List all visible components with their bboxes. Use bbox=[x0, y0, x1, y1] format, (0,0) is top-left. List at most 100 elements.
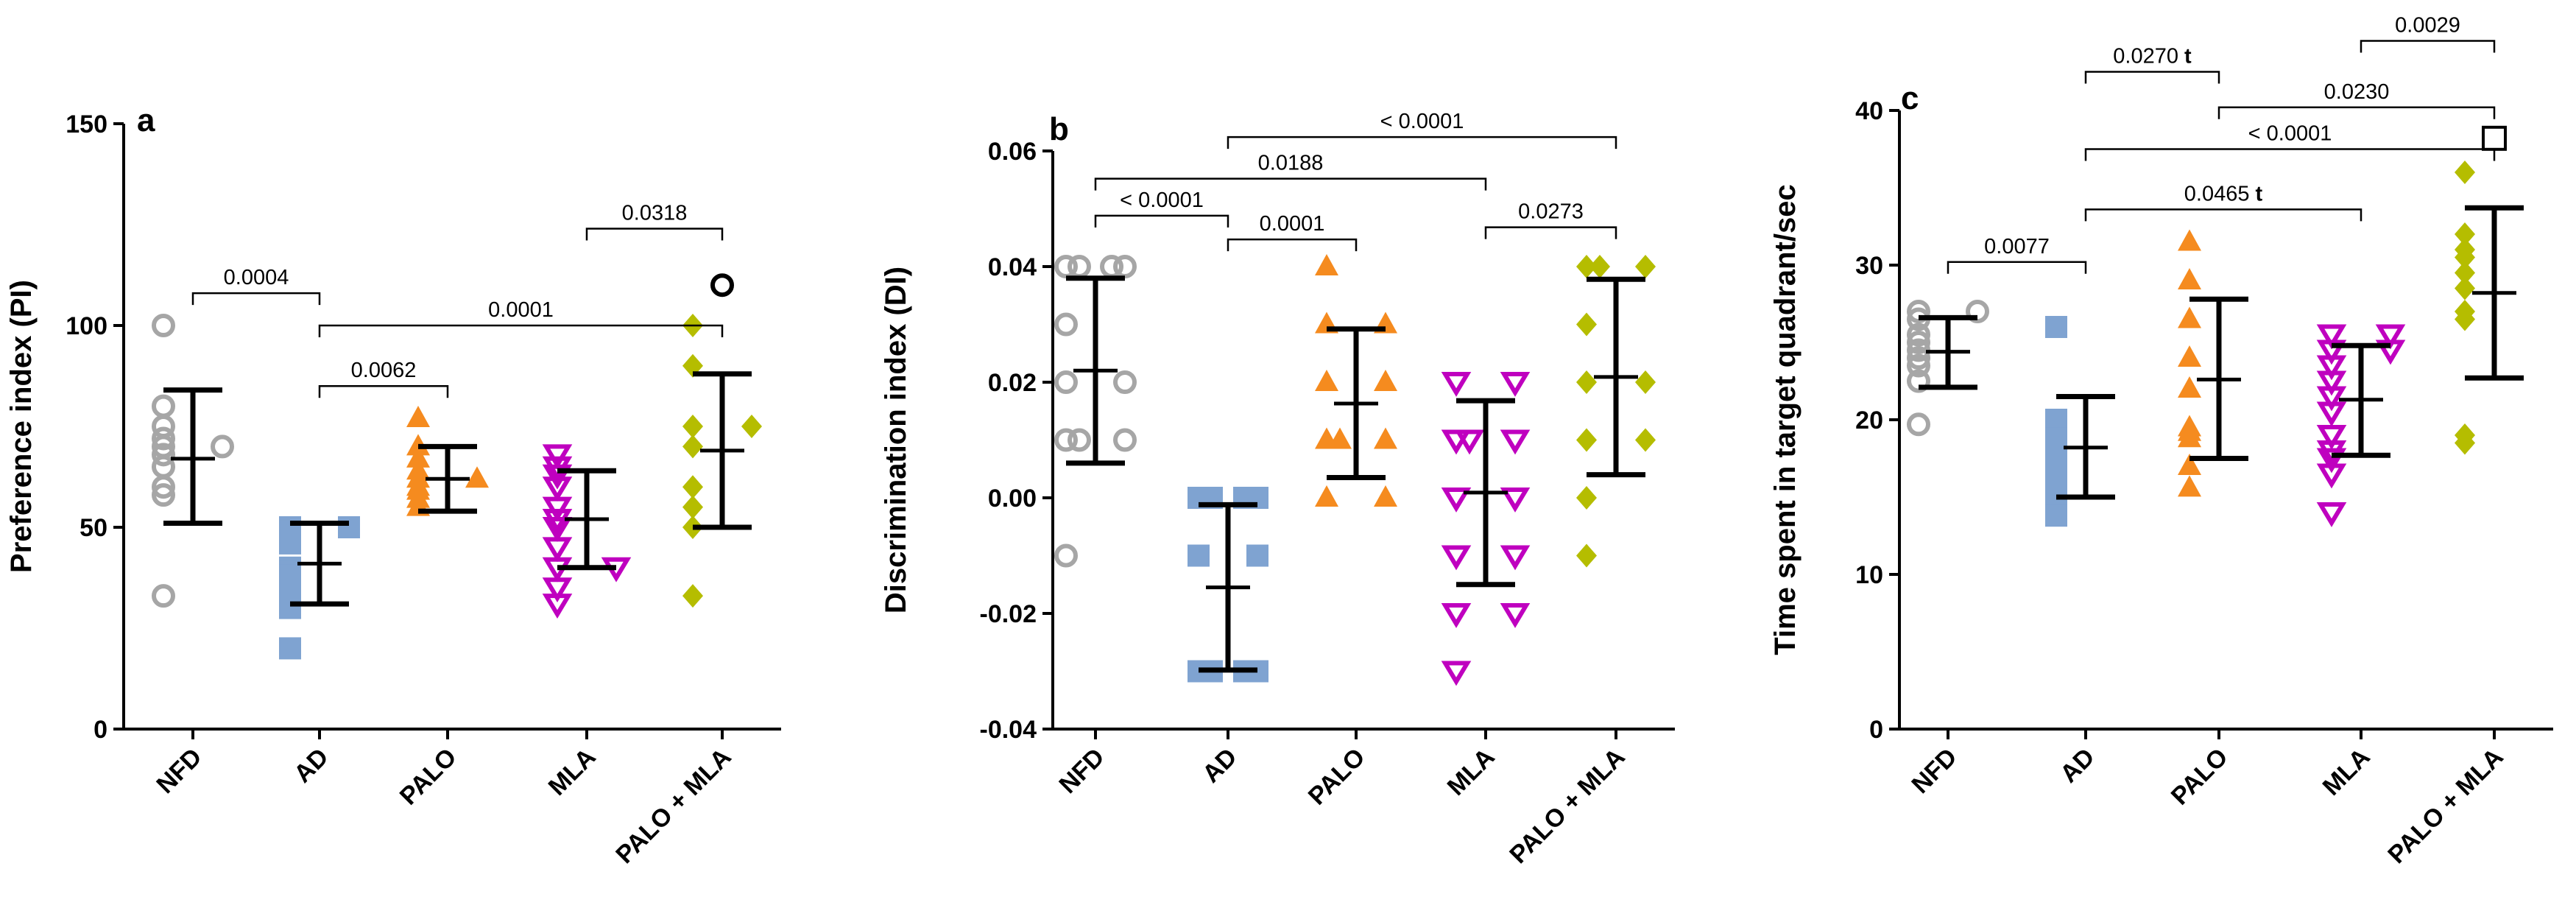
significance-bracket bbox=[1484, 226, 1617, 239]
x-category-label: NFD bbox=[151, 743, 207, 799]
significance-bracket bbox=[318, 324, 724, 337]
data-point bbox=[1315, 370, 1338, 391]
panel-letter: a bbox=[137, 102, 155, 138]
data-point bbox=[2178, 454, 2201, 475]
panel-letter: b bbox=[1049, 111, 1069, 147]
data-point bbox=[1374, 427, 1397, 449]
data-point bbox=[1907, 300, 1930, 323]
x-category-label: MLA bbox=[2318, 743, 2376, 801]
data-point bbox=[1100, 255, 1123, 278]
data-point bbox=[2375, 339, 2406, 365]
data-point bbox=[152, 394, 175, 418]
data-point bbox=[1374, 370, 1397, 391]
data-point bbox=[1441, 372, 1472, 397]
data-point bbox=[1441, 545, 1472, 571]
data-point bbox=[2178, 229, 2201, 251]
x-category-label: NFD bbox=[1054, 743, 1109, 799]
data-point bbox=[1635, 370, 1656, 394]
data-point bbox=[152, 584, 175, 608]
p-value-label: 0.0318 bbox=[622, 201, 688, 225]
data-point bbox=[1441, 603, 1472, 628]
data-point bbox=[1576, 486, 1597, 510]
data-point bbox=[542, 496, 573, 522]
data-point bbox=[2316, 425, 2347, 450]
y-tick-label: 0.00 bbox=[988, 485, 1037, 513]
data-point bbox=[1374, 485, 1397, 507]
data-point bbox=[682, 495, 703, 519]
y-tick-label: 40 bbox=[1855, 97, 1883, 125]
data-point bbox=[2178, 426, 2201, 448]
panel-b: -0.04 -0.02 0.00 0.02 0.04 0.06 Discrimination… bbox=[880, 110, 1675, 869]
y-tick-label: 10 bbox=[1855, 561, 1883, 589]
p-value-label: 0.0273 bbox=[1518, 200, 1584, 224]
data-point bbox=[2316, 370, 2347, 396]
data-point bbox=[465, 466, 489, 488]
data-point bbox=[2178, 475, 2201, 497]
significance-bracket bbox=[2084, 208, 2362, 222]
data-point bbox=[1315, 485, 1338, 507]
data-point bbox=[211, 434, 234, 459]
data-point bbox=[1054, 312, 1078, 337]
p-value-label: < 0.0001 bbox=[1380, 110, 1464, 133]
x-category-label: MLA bbox=[543, 743, 601, 801]
data-point bbox=[542, 444, 573, 470]
x-category-label: AD bbox=[289, 743, 334, 789]
data-point bbox=[1576, 255, 1597, 278]
data-point bbox=[1315, 254, 1338, 275]
x-category-label: PALO + MLA bbox=[2382, 743, 2508, 869]
y-axis-title: Time spent in target quadrant/sec bbox=[1769, 184, 1802, 655]
data-point bbox=[2316, 502, 2347, 527]
data-point bbox=[1068, 255, 1091, 278]
y-tick-label: -0.04 bbox=[980, 716, 1037, 744]
y-tick-label: 20 bbox=[1855, 407, 1883, 434]
x-category-label: AD bbox=[2055, 743, 2100, 789]
data-point bbox=[1576, 312, 1597, 337]
y-tick-label: 150 bbox=[66, 110, 107, 138]
data-point bbox=[152, 426, 175, 451]
data-point bbox=[279, 596, 301, 619]
p-value-suffix: t bbox=[2249, 182, 2262, 205]
panel-letter: c bbox=[1901, 80, 1919, 116]
p-value-label: < 0.0001 bbox=[1120, 189, 1204, 212]
outlier-marker bbox=[710, 273, 734, 298]
panel-a: 0 50 100 150 Preference index (PI) a NFD AD PALO… bbox=[5, 102, 781, 869]
x-category-label: PALO bbox=[2166, 743, 2234, 811]
significance-bracket bbox=[318, 384, 449, 398]
data-point bbox=[279, 532, 301, 555]
data-point bbox=[1054, 370, 1078, 394]
data-point bbox=[682, 584, 703, 608]
data-point bbox=[1907, 369, 1930, 393]
p-value-label: 0.0230 bbox=[2324, 80, 2390, 104]
data-point bbox=[1907, 331, 1930, 354]
data-point bbox=[2316, 463, 2347, 489]
data-point bbox=[2045, 316, 2067, 338]
p-value-label: 0.0029 bbox=[2395, 14, 2460, 38]
p-value-label: < 0.0001 bbox=[2248, 122, 2332, 146]
data-point bbox=[1328, 427, 1352, 449]
data-point bbox=[1966, 300, 1989, 323]
data-point bbox=[682, 475, 703, 499]
data-point bbox=[1188, 544, 1210, 567]
data-point bbox=[1500, 488, 1531, 513]
data-point bbox=[1635, 428, 1656, 452]
y-tick-label: 50 bbox=[80, 514, 107, 542]
significance-bracket bbox=[2360, 40, 2496, 53]
panel-c: 0 10 20 30 40 Time spent in target quadrant/s… bbox=[1769, 14, 2553, 869]
data-point bbox=[542, 476, 573, 502]
x-category-label: MLA bbox=[1442, 743, 1500, 801]
data-point bbox=[1246, 544, 1268, 567]
y-tick-label: 0 bbox=[93, 716, 107, 744]
p-value-label: 0.0077 bbox=[1984, 235, 2050, 258]
significance-bracket bbox=[585, 228, 724, 241]
significance-bracket bbox=[2217, 106, 2496, 119]
data-point bbox=[542, 577, 573, 603]
p-value-label: 0.0188 bbox=[1258, 152, 1324, 175]
data-point bbox=[1113, 370, 1137, 394]
data-point bbox=[1635, 255, 1656, 278]
data-point bbox=[2045, 504, 2067, 527]
data-point bbox=[1576, 428, 1597, 452]
data-point bbox=[1054, 543, 1078, 568]
data-point bbox=[406, 406, 430, 428]
data-point bbox=[338, 516, 360, 538]
